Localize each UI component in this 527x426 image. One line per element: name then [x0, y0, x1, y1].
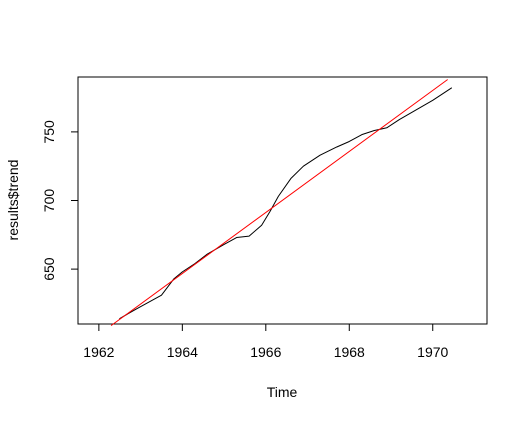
- x-axis: 1962 1964 1966 1968 1970: [83, 323, 449, 360]
- x-axis-label: Time: [267, 384, 298, 400]
- y-tick-label: 750: [41, 120, 57, 144]
- series-layer: [110, 79, 453, 326]
- y-axis-label: results$trend: [5, 160, 21, 241]
- x-tick-label: 1968: [334, 344, 365, 360]
- series-line-2: [110, 79, 448, 326]
- x-tick-label: 1966: [250, 344, 281, 360]
- y-tick-label: 700: [41, 189, 57, 213]
- x-tick-label: 1962: [83, 344, 114, 360]
- y-axis: 650 700 750: [41, 120, 79, 281]
- y-tick-label: 650: [41, 257, 57, 281]
- x-tick-label: 1964: [167, 344, 198, 360]
- x-tick-label: 1970: [417, 344, 448, 360]
- series-line-1: [119, 87, 453, 320]
